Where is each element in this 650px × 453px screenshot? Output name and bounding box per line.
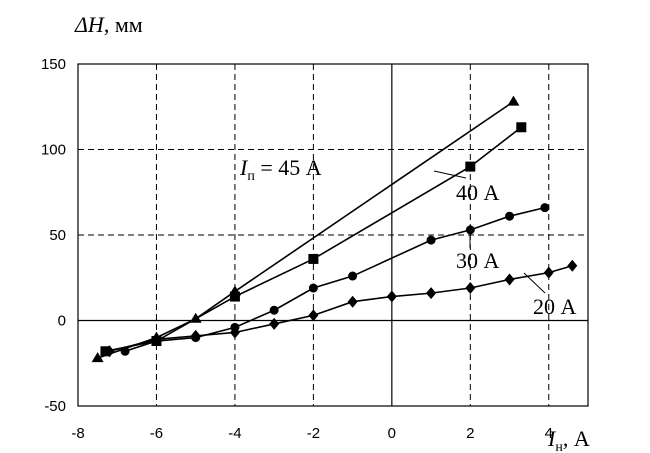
series-labels: Iп = 45 А 40 А 30 А 20 А — [239, 155, 577, 319]
circle-marker — [540, 203, 550, 213]
y-tick-label: 0 — [58, 313, 66, 330]
diamond-marker — [269, 317, 280, 330]
diamond-marker — [308, 309, 319, 322]
series-label-subscript: п — [247, 169, 255, 184]
y-axis-symbol: ΔH — [74, 12, 105, 37]
diamond-marker — [151, 333, 162, 346]
circle-marker — [505, 211, 515, 221]
series-label: 30 А — [456, 248, 500, 273]
series-line — [105, 126, 522, 353]
series-label: 20 А — [533, 294, 577, 319]
series-label: Iп = 45 А — [239, 155, 322, 184]
y-tick-label: -50 — [44, 398, 66, 415]
y-tick-label: 150 — [41, 56, 66, 73]
series-line — [97, 100, 514, 359]
x-tick-label: 0 — [388, 425, 396, 442]
diamond-marker — [347, 295, 358, 308]
diamond-marker — [104, 345, 115, 358]
x-axis-subscript: н — [555, 440, 563, 453]
x-tick-label: -6 — [150, 425, 163, 442]
axes — [77, 63, 589, 407]
diamond-marker — [386, 290, 397, 303]
series-label: 40 А — [456, 180, 500, 205]
y-axis-unit: , мм — [104, 12, 143, 37]
circle-marker — [426, 235, 436, 245]
circle-marker — [348, 271, 358, 281]
square-marker — [308, 253, 319, 264]
x-tick-label: 2 — [466, 425, 474, 442]
y-axis-title: ΔH, мм — [74, 12, 143, 37]
x-tick-label: -4 — [228, 425, 241, 442]
diamond-marker — [567, 259, 578, 272]
x-tick-label: -2 — [307, 425, 320, 442]
series-line — [124, 206, 546, 353]
diamond-marker — [426, 287, 437, 300]
grid — [78, 64, 588, 406]
triangle-marker — [91, 352, 104, 363]
circle-marker — [269, 305, 279, 315]
series-label-text: = 45 А — [255, 155, 322, 180]
triangle-marker — [507, 95, 520, 106]
triangle-marker — [189, 312, 202, 323]
circle-marker — [308, 283, 318, 293]
x-axis-symbol: I — [547, 426, 557, 451]
x-tick-label: -8 — [71, 425, 84, 442]
tick-labels: -8 -6 -4 -2 0 2 4 -50 0 50 100 150 — [41, 56, 553, 442]
diamond-marker — [543, 266, 554, 279]
series-label-leader — [523, 272, 546, 294]
square-marker — [465, 161, 476, 172]
diamond-marker — [229, 326, 240, 339]
series-markers — [91, 95, 578, 363]
series-label-symbol: I — [239, 155, 249, 180]
plot-frame — [77, 63, 589, 407]
square-marker — [229, 291, 240, 302]
series-lines — [97, 100, 573, 359]
diamond-marker — [504, 273, 515, 286]
square-marker — [516, 122, 527, 133]
y-tick-label: 50 — [49, 227, 66, 244]
x-tick-label: 4 — [545, 425, 553, 442]
x-axis-title: Iн, А — [547, 426, 590, 453]
circle-marker — [120, 346, 130, 356]
diamond-marker — [465, 282, 476, 295]
diamond-marker — [190, 329, 201, 342]
y-tick-label: 100 — [41, 142, 66, 159]
series-label-leader — [433, 170, 467, 179]
x-axis-unit: , А — [563, 426, 590, 451]
